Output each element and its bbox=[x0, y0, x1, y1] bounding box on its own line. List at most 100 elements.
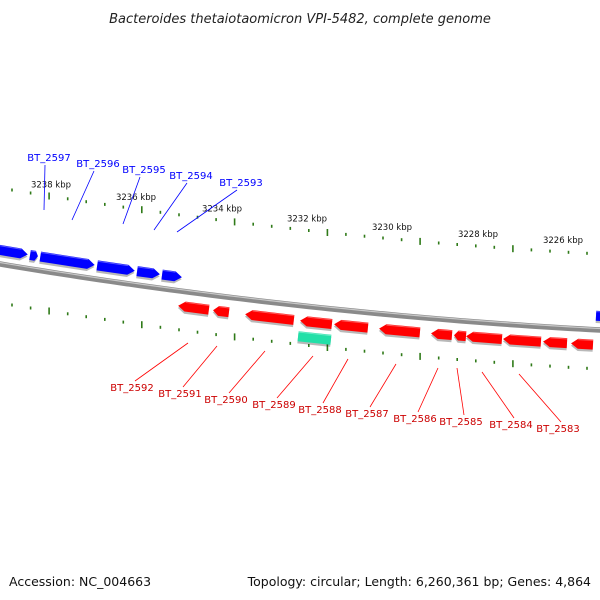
genome-summary-text: Topology: circular; Length: 6,260,361 bp… bbox=[247, 574, 591, 589]
leader-line-bt_2589 bbox=[276, 355, 314, 399]
tick-label-3230-kbp: 3230 kbp bbox=[372, 223, 412, 233]
gene-label-bt_2586: BT_2586 bbox=[393, 414, 436, 425]
reverse-gene-8-body bbox=[454, 330, 467, 342]
reverse-gene-12-body bbox=[571, 338, 594, 350]
reverse-gene-3 bbox=[244, 310, 295, 328]
gene-label-bt_2584: BT_2584 bbox=[489, 420, 532, 431]
reverse-gene-7 bbox=[430, 328, 453, 343]
reverse-gene-6-highlight bbox=[386, 324, 421, 329]
reverse-gene-9-body bbox=[466, 331, 503, 344]
tick-label-3236-kbp: 3236 kbp bbox=[116, 193, 156, 203]
tick-label-3232-kbp: 3232 kbp bbox=[287, 214, 327, 224]
leader-line-bt_2596 bbox=[71, 170, 95, 221]
reverse-gene-12-highlight bbox=[578, 339, 594, 341]
reverse-gene-4-body bbox=[300, 316, 333, 329]
forward-gene-5 bbox=[136, 266, 160, 281]
forward-gene-1-highlight bbox=[0, 244, 22, 250]
tick-label-3228-kbp: 3228 kbp bbox=[458, 230, 498, 240]
reverse-gene-11-body bbox=[543, 337, 568, 349]
reverse-gene-12 bbox=[570, 338, 594, 352]
forward-gene-2-body bbox=[29, 250, 38, 261]
reverse-gene-8-highlight bbox=[458, 330, 467, 333]
leader-line-bt_2586 bbox=[417, 367, 439, 413]
reverse-gene-11-highlight bbox=[550, 337, 568, 340]
tick-layer: 3238 kbp 3236 kbp 3234 kbp 3232 kbp 3230 kbp… bbox=[11, 180, 588, 370]
leader-line-bt_2595 bbox=[122, 176, 141, 225]
rna-gene-body bbox=[297, 331, 332, 345]
forward-gene-2 bbox=[28, 250, 38, 263]
reverse-gene-3-body bbox=[245, 310, 295, 325]
gene-label-bt_2583: BT_2583 bbox=[536, 424, 579, 435]
forward-gene-3-highlight bbox=[40, 251, 89, 261]
gene-label-bt_2594: BT_2594 bbox=[169, 171, 212, 182]
leader-line-bt_2585 bbox=[456, 367, 465, 416]
reverse-gene-4 bbox=[299, 316, 333, 332]
accession-text: Accession: NC_004663 bbox=[9, 574, 152, 589]
reverse-gene-8 bbox=[453, 330, 467, 344]
reverse-gene-1-body bbox=[178, 301, 210, 315]
gene-label-bt_2590: BT_2590 bbox=[204, 395, 247, 406]
reverse-gene-1 bbox=[177, 301, 210, 317]
reverse-gene-9 bbox=[465, 331, 503, 347]
gene-label-bt_2595: BT_2595 bbox=[122, 165, 165, 176]
leader-line-bt_2590 bbox=[228, 350, 266, 394]
gene-label-bt_2589: BT_2589 bbox=[252, 400, 295, 411]
forward-gene-1 bbox=[0, 244, 28, 261]
forward-gene-4 bbox=[96, 260, 135, 277]
reverse-gene-9-highlight bbox=[473, 332, 503, 336]
leader-line-bt_2592 bbox=[134, 342, 189, 382]
reverse-gene-2-body bbox=[213, 305, 230, 318]
tick-label-3234-kbp: 3234 kbp bbox=[202, 204, 242, 214]
reverse-gene-7-body bbox=[431, 328, 453, 341]
forward-gene-5-body bbox=[136, 266, 160, 279]
reverse-gene-10 bbox=[502, 334, 542, 349]
forward-gene-3 bbox=[39, 251, 95, 272]
gene-label-bt_2588: BT_2588 bbox=[298, 405, 341, 416]
forward-gene-6-highlight bbox=[162, 269, 176, 273]
gene-label-bt_2596: BT_2596 bbox=[76, 159, 119, 170]
tick-label-3238-kbp: 3238 kbp bbox=[31, 180, 71, 190]
forward-gene-2-highlight bbox=[30, 250, 36, 253]
leader-line-bt_2587 bbox=[369, 363, 397, 408]
forward-gene-1-body bbox=[0, 244, 28, 259]
leader-line-bt_2583 bbox=[518, 373, 562, 423]
reverse-gene-5 bbox=[333, 319, 369, 335]
gene-label-bt_2585: BT_2585 bbox=[439, 417, 482, 428]
forward-gene-6-body bbox=[161, 269, 182, 282]
reverse-gene-2 bbox=[212, 305, 230, 320]
forward-gene-5-highlight bbox=[137, 266, 154, 270]
gene-label-bt_2597: BT_2597 bbox=[27, 153, 70, 164]
gene-label-bt_2592: BT_2592 bbox=[110, 383, 153, 394]
gene-label-bt_2593: BT_2593 bbox=[219, 178, 262, 189]
map-title: Bacteroides thetaiotaomicron VPI-5482, c… bbox=[109, 12, 491, 27]
rna-gene bbox=[297, 331, 332, 347]
reverse-gene-1-highlight bbox=[185, 301, 210, 307]
reverse-gene-4-highlight bbox=[307, 316, 333, 321]
reverse-gene-7-highlight bbox=[438, 329, 453, 332]
reverse-gene-10-body bbox=[503, 334, 542, 347]
gene-layer bbox=[0, 244, 600, 352]
leader-line-bt_2588 bbox=[322, 358, 349, 404]
gene-label-bt_2587: BT_2587 bbox=[345, 409, 388, 420]
forward-gene-4-body bbox=[96, 260, 135, 275]
reverse-gene-2-highlight bbox=[219, 306, 230, 309]
reverse-gene-5-body bbox=[334, 319, 369, 333]
forward-gene-3-body bbox=[39, 251, 95, 269]
tick-label-3226-kbp: 3226 kbp bbox=[543, 236, 583, 246]
reverse-gene-10-highlight bbox=[510, 334, 542, 338]
reverse-gene-3-highlight bbox=[252, 310, 295, 317]
gene-label-bt_2591: BT_2591 bbox=[158, 389, 201, 400]
forward-gene-4-highlight bbox=[97, 260, 129, 267]
backbone-line bbox=[0, 261, 600, 333]
reverse-gene-11 bbox=[542, 337, 568, 351]
reverse-gene-6 bbox=[378, 324, 421, 340]
leader-line-bt_2584 bbox=[481, 371, 515, 419]
reverse-gene-6-body bbox=[379, 324, 421, 338]
backbone-highlight bbox=[0, 261, 600, 330]
genome-backbone bbox=[0, 261, 600, 333]
leader-line-bt_2597 bbox=[43, 164, 46, 211]
leader-line-bt_2591 bbox=[182, 345, 218, 388]
forward-gene-edge-highlight bbox=[596, 311, 600, 313]
